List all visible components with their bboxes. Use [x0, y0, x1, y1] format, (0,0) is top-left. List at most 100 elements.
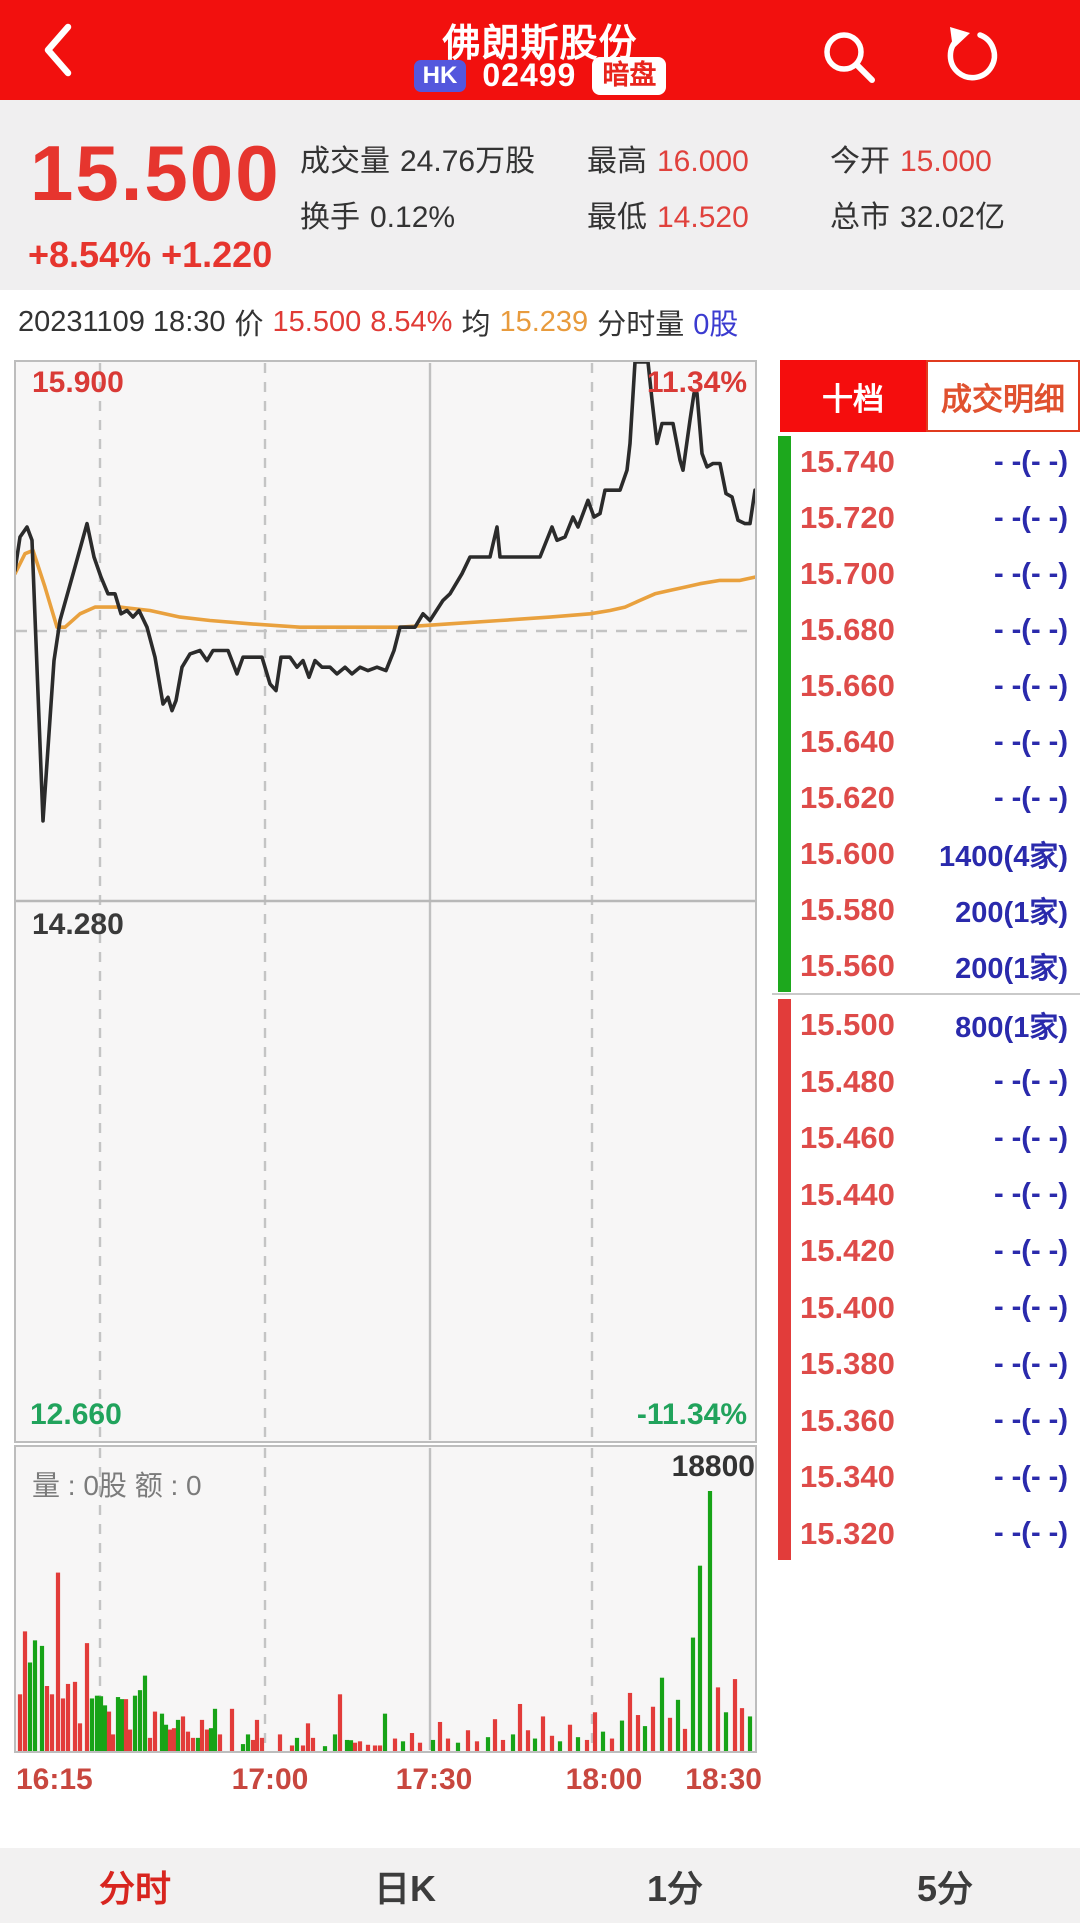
bid-size: - -(- -) — [993, 1065, 1068, 1098]
ask-size: - -(- -) — [993, 725, 1068, 758]
ask-price: 15.700 — [800, 556, 895, 591]
period-tab-日K[interactable]: 日K — [374, 1867, 436, 1909]
bid-row[interactable]: 15.400 - -(- -) — [770, 1280, 1080, 1337]
header: 佛朗斯股份 HK 02499 暗盘 — [0, 0, 1080, 100]
bid-row[interactable]: 15.380 - -(- -) — [770, 1336, 1080, 1393]
bid-row[interactable]: 15.420 - -(- -) — [770, 1223, 1080, 1280]
stat-turnover: 换手 0.12% — [300, 201, 456, 234]
ask-size: - -(- -) — [993, 445, 1068, 478]
book-divider — [772, 993, 1080, 995]
ask-size: 200(1家) — [955, 953, 1068, 985]
time-tick: 18:30 — [685, 1763, 762, 1796]
ask-price: 15.640 — [800, 724, 895, 759]
ask-row[interactable]: 15.700 - -(- -) — [770, 546, 1080, 602]
bid-price: 15.500 — [800, 1007, 895, 1043]
asks-list: 15.740 - -(- -) 15.720 - -(- -) 15.700 - -(- … — [770, 434, 1080, 994]
status-avg: 15.239 — [499, 305, 589, 338]
refresh-button[interactable] — [940, 26, 1002, 88]
tab-depth[interactable]: 十档 — [780, 360, 926, 432]
tab-trade-details[interactable]: 成交明细 — [926, 360, 1080, 432]
ask-row[interactable]: 15.660 - -(- -) — [770, 658, 1080, 714]
time-tick: 18:00 — [565, 1763, 643, 1796]
order-book-panel: 十档 成交明细 15.740- -(- -) 15.720- -(- -) 15.7… — [770, 357, 1080, 1562]
bid-row[interactable]: 15.500 800(1家) — [770, 997, 1080, 1054]
bid-row[interactable]: 15.340 - -(- -) — [770, 1449, 1080, 1506]
status-pct: 8.54% — [370, 305, 453, 338]
period-tab-1分[interactable]: 1分 — [646, 1867, 704, 1909]
period-tab-5分[interactable]: 5分 — [916, 1867, 974, 1909]
ask-row[interactable]: 15.560 200(1家) — [770, 938, 1080, 994]
ask-price: 15.740 — [800, 444, 895, 479]
bid-size: - -(- -) — [993, 1178, 1068, 1211]
bid-price: 15.460 — [800, 1120, 895, 1156]
back-chevron-icon — [44, 23, 72, 77]
bid-price: 15.340 — [800, 1459, 895, 1495]
period-tab-分时[interactable]: 分时 — [98, 1867, 171, 1909]
bid-price: 15.440 — [800, 1176, 895, 1212]
ask-size: - -(- -) — [993, 501, 1068, 534]
stock-code: 02499 — [482, 57, 577, 94]
bid-size: - -(- -) — [993, 1121, 1068, 1154]
status-price: 15.500 — [272, 305, 362, 338]
bid-size: - -(- -) — [993, 1460, 1068, 1493]
stat-market-cap: 总市 32.02亿 — [830, 201, 1006, 234]
chart-area: 15.900 11.34% 14.280 12.660 -11.34% 量 : … — [14, 360, 757, 1755]
period-tab-bar: 分时 日K 1分 5分 — [0, 1848, 1080, 1923]
bid-price: 15.400 — [800, 1289, 895, 1325]
ask-price: 15.620 — [800, 780, 895, 815]
time-tick: 17:30 — [395, 1763, 473, 1796]
market-badge: HK — [413, 59, 467, 92]
last-price: 15.500 — [30, 129, 281, 217]
bid-price: 15.480 — [800, 1063, 895, 1099]
ask-price: 15.600 — [800, 836, 895, 871]
bid-row[interactable]: 15.480 - -(- -) — [770, 1054, 1080, 1111]
time-axis: 16:15 17:00 17:30 18:00 18:30 — [14, 1763, 762, 1811]
ask-price: 15.560 — [800, 948, 895, 983]
bid-size: - -(- -) — [993, 1347, 1068, 1380]
back-button[interactable] — [38, 22, 78, 78]
status-avg-label: 均 — [461, 309, 491, 341]
ask-row[interactable]: 15.640 - -(- -) — [770, 714, 1080, 770]
bid-size: - -(- -) — [993, 1517, 1068, 1550]
bids-indicator-bar — [778, 999, 791, 1560]
session-badge: 暗盘 — [592, 57, 667, 95]
ask-price: 15.580 — [800, 892, 895, 927]
ask-size: - -(- -) — [993, 557, 1068, 590]
stat-volume: 成交量 24.76万股 — [300, 145, 536, 178]
ask-row[interactable]: 15.620 - -(- -) — [770, 770, 1080, 826]
ask-price: 15.680 — [800, 612, 895, 647]
ask-size: - -(- -) — [993, 613, 1068, 646]
bid-size: 800(1家) — [955, 1012, 1068, 1045]
bid-row[interactable]: 15.460 - -(- -) — [770, 1110, 1080, 1167]
status-datetime: 20231109 18:30 — [18, 305, 226, 338]
bid-size: - -(- -) — [993, 1404, 1068, 1437]
bid-size: - -(- -) — [993, 1291, 1068, 1324]
status-price-label: 价 — [234, 309, 264, 341]
time-tick: 16:15 — [16, 1763, 93, 1796]
ask-row[interactable]: 15.680 - -(- -) — [770, 602, 1080, 658]
bid-size: - -(- -) — [993, 1234, 1068, 1267]
search-button[interactable] — [818, 26, 880, 88]
ask-row[interactable]: 15.720 - -(- -) — [770, 490, 1080, 546]
stock-subheader: HK 02499 暗盘 — [0, 57, 1080, 95]
order-book-tabs: 十档 成交明细 — [780, 360, 1080, 432]
bid-row[interactable]: 15.440 - -(- -) — [770, 1167, 1080, 1224]
ask-price: 15.720 — [800, 500, 895, 535]
ask-size: 1400(4家) — [939, 841, 1068, 873]
ask-price: 15.660 — [800, 668, 895, 703]
quote-summary: 15.500 +8.54% +1.220 成交量 24.76万股 换手 0.12% … — [0, 100, 1080, 290]
ask-size: - -(- -) — [993, 781, 1068, 814]
ask-size: 200(1家) — [955, 897, 1068, 929]
minute-chart[interactable] — [14, 360, 757, 1755]
ask-row[interactable]: 15.600 1400(4家) — [770, 826, 1080, 882]
ask-size: - -(- -) — [993, 669, 1068, 702]
bid-row[interactable]: 15.320 - -(- -) — [770, 1506, 1080, 1563]
ask-row[interactable]: 15.580 200(1家) — [770, 882, 1080, 938]
search-icon — [824, 32, 875, 83]
bid-row[interactable]: 15.360 - -(- -) — [770, 1393, 1080, 1450]
refresh-icon — [947, 27, 998, 81]
bid-price: 15.320 — [800, 1515, 895, 1551]
bid-price: 15.420 — [800, 1233, 895, 1269]
ask-row[interactable]: 15.740 - -(- -) — [770, 434, 1080, 490]
stat-high: 最高 16.000 — [587, 145, 749, 178]
